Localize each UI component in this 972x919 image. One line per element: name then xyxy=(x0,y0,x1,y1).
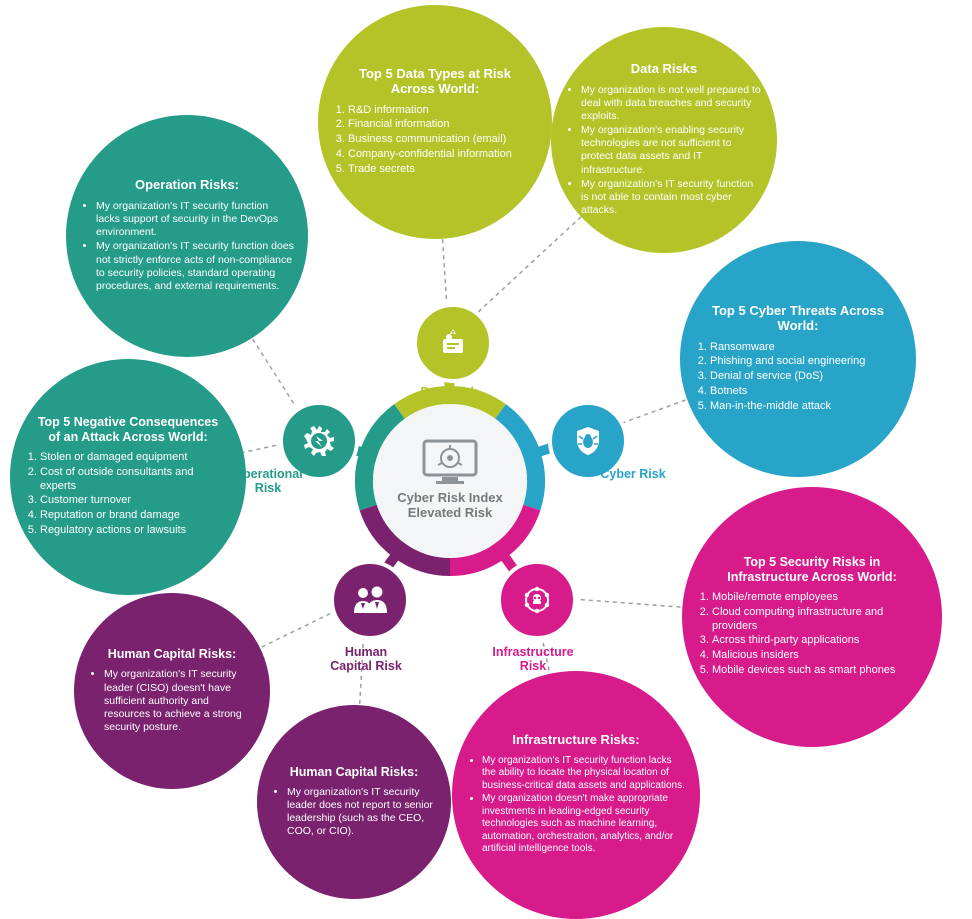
bubble-title: Data Risks xyxy=(631,62,697,77)
bubble-item: My organization's IT security function i… xyxy=(581,178,763,217)
bubble-title: Human Capital Risks: xyxy=(108,647,237,661)
node-human xyxy=(330,560,410,640)
bubble-item: Ransomware xyxy=(710,341,902,355)
bubble-item: My organization's IT security leader (CI… xyxy=(104,668,256,734)
bubble-list: My organization's IT security function l… xyxy=(466,754,686,857)
bubble-data-risks: Data Risks My organization is not well pr… xyxy=(551,27,777,253)
human-icon xyxy=(350,583,390,617)
bubble-item: Company-confidential information xyxy=(348,148,538,162)
bubble-item: Trade secrets xyxy=(348,163,538,177)
data-icon xyxy=(435,325,471,361)
bubble-item: My organization's IT security function l… xyxy=(482,755,686,793)
bubble-op-risks: Operation Risks: My organization's IT sec… xyxy=(66,115,308,357)
bubble-list: My organization is not well prepared to … xyxy=(565,83,763,218)
bubble-item: My organization doesn't make appropriate… xyxy=(482,793,686,856)
bubble-list: My organization's IT security function l… xyxy=(80,199,294,294)
bubble-item: Man-in-the-middle attack xyxy=(710,400,902,414)
bubble-list: My organization's IT security leader doe… xyxy=(271,785,437,840)
bubble-list: RansomwarePhishing and social engineerin… xyxy=(694,340,902,415)
bubble-item: My organization's IT security function l… xyxy=(96,200,294,239)
bubble-title: Top 5 Negative Consequences of an Attack… xyxy=(32,415,224,444)
bubble-item: My organization's enabling security tech… xyxy=(581,124,763,177)
bubble-neg-conseq: Top 5 Negative Consequences of an Attack… xyxy=(10,359,246,595)
bubble-title: Top 5 Cyber Threats Across World: xyxy=(702,304,894,334)
bubble-item: Across third-party applications xyxy=(712,634,928,648)
op-icon xyxy=(301,423,337,459)
bubble-data-types: Top 5 Data Types at Risk Across World: R&… xyxy=(318,5,552,239)
node-infra xyxy=(497,560,577,640)
bubble-title: Human Capital Risks: xyxy=(290,765,419,779)
bubble-infra-top5: Top 5 Security Risks in Infrastructure A… xyxy=(682,487,942,747)
bubble-title: Operation Risks: xyxy=(135,178,239,193)
bubble-item: Stolen or damaged equipment xyxy=(40,451,232,465)
bubble-item: Financial information xyxy=(348,118,538,132)
infra-icon xyxy=(519,582,555,618)
bubble-item: Regulatory actions or lawsuits xyxy=(40,524,232,538)
bubble-item: Mobile/remote employees xyxy=(712,591,928,605)
node-data xyxy=(413,303,493,383)
bubble-item: R&D information xyxy=(348,104,538,118)
bubble-cyber-threats: Top 5 Cyber Threats Across World: Ransomw… xyxy=(680,241,916,477)
bubble-item: My organization's IT security leader doe… xyxy=(287,786,437,839)
bubble-item: My organization is not well prepared to … xyxy=(581,84,763,123)
bubble-item: Cost of outside consultants and experts xyxy=(40,466,232,494)
bubble-title: Top 5 Data Types at Risk Across World: xyxy=(340,67,530,97)
bubble-item: My organization's IT security function d… xyxy=(96,240,294,293)
node-label-cyber: Cyber Risk xyxy=(588,468,678,482)
bubble-item: Botnets xyxy=(710,385,902,399)
bubble-title: Top 5 Security Risks in Infrastructure A… xyxy=(704,555,920,584)
bubble-list: My organization's IT security leader (CI… xyxy=(88,667,256,735)
node-label-op: Operational Risk xyxy=(213,468,323,496)
bubble-item: Denial of service (DoS) xyxy=(710,370,902,384)
bubble-item: Customer turnover xyxy=(40,494,232,508)
node-label-infra: Infrastructure Risk xyxy=(473,646,593,674)
bubble-item: Mobile devices such as smart phones xyxy=(712,664,928,678)
bubble-item: Cloud computing infrastructure and provi… xyxy=(712,606,928,634)
node-label-human: Human Capital Risk xyxy=(311,646,421,674)
bubble-list: R&D informationFinancial informationBusi… xyxy=(332,103,538,178)
bubble-item: Malicious insiders xyxy=(712,649,928,663)
bubble-list: Mobile/remote employeesCloud computing i… xyxy=(696,590,928,679)
bubble-human-risks-2: Human Capital Risks: My organization's IT… xyxy=(257,705,451,899)
bubble-item: Reputation or brand damage xyxy=(40,509,232,523)
bubble-title: Infrastructure Risks: xyxy=(512,733,639,748)
bubble-item: Business communication (email) xyxy=(348,133,538,147)
bubble-list: Stolen or damaged equipmentCost of outsi… xyxy=(24,450,232,539)
node-label-data: Data Risk xyxy=(409,386,489,400)
infographic-stage: Cyber Risk IndexElevated RiskTop 5 Data … xyxy=(0,0,972,919)
cyber-icon xyxy=(571,424,605,458)
bubble-human-risks-1: Human Capital Risks: My organization's IT… xyxy=(74,593,270,789)
bubble-item: Phishing and social engineering xyxy=(710,355,902,369)
bubble-infra-risks: Infrastructure Risks: My organization's I… xyxy=(452,671,700,919)
